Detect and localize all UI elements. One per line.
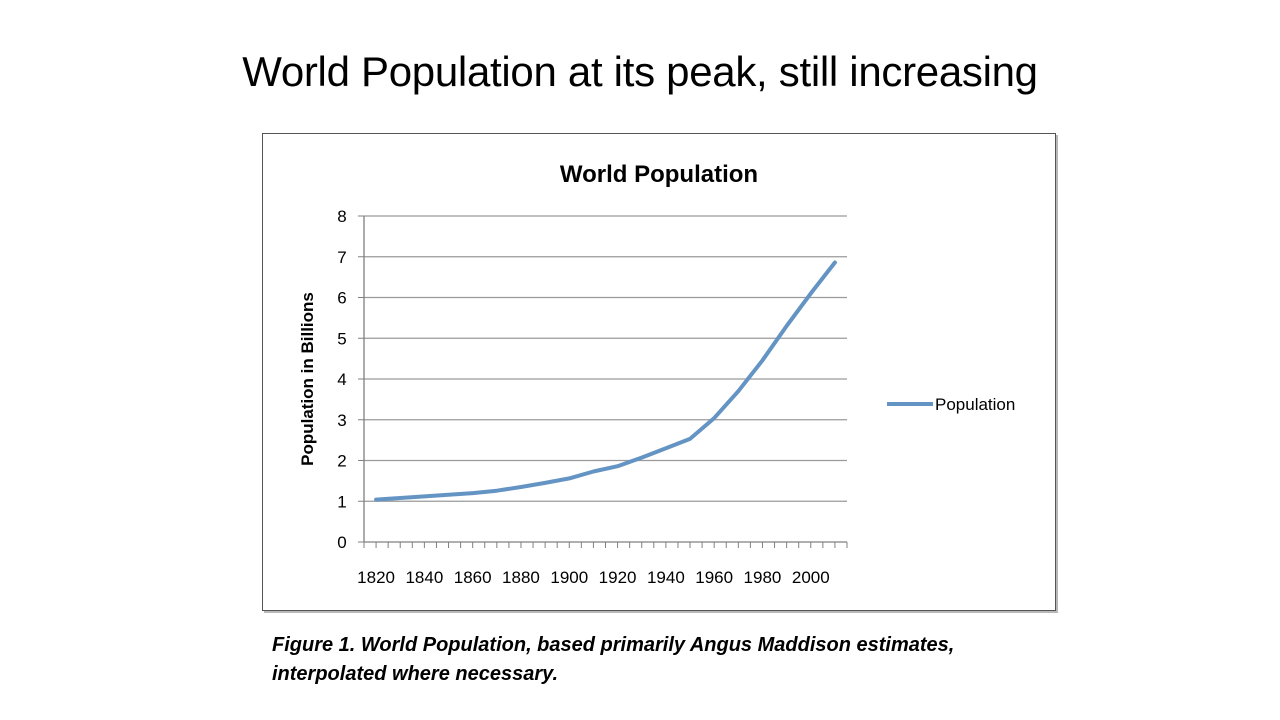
x-tick-label-1920: 1920 [599, 568, 637, 587]
data-point-1960 [712, 416, 716, 420]
data-point-1890 [543, 481, 547, 485]
series-line-population [374, 260, 837, 502]
data-point-2000 [809, 292, 812, 295]
data-point-1860 [471, 491, 474, 495]
y-tick-label-3: 3 [337, 411, 346, 430]
data-point-1850 [447, 493, 450, 496]
data-point-2010 [833, 261, 837, 264]
y-tick-label-6: 6 [337, 289, 346, 308]
data-point-1990 [785, 324, 788, 328]
caption-line-1: Figure 1. World Population, based primar… [272, 634, 955, 656]
y-tick-label-0: 0 [337, 533, 346, 552]
data-point-1830 [399, 496, 402, 500]
data-point-1950 [688, 437, 692, 441]
y-tick-label-8: 8 [337, 207, 346, 226]
population-line-chart: World Population Population in Billions … [298, 161, 1015, 587]
data-point-1940 [664, 447, 668, 450]
x-tick-label-1880: 1880 [502, 568, 540, 587]
x-tick-label-1840: 1840 [405, 568, 443, 587]
data-point-1970 [737, 390, 740, 393]
x-tick-label-1960: 1960 [695, 568, 733, 587]
data-point-1910 [592, 470, 595, 473]
slide-title: World Population at its peak, still incr… [242, 48, 1038, 95]
y-tick-label-2: 2 [337, 452, 346, 471]
legend-label-0: Population [935, 395, 1015, 414]
data-point-1820 [374, 498, 378, 501]
chart-title: World Population [560, 161, 758, 188]
y-tick-label-5: 5 [337, 329, 346, 348]
y-tick-label-4: 4 [337, 370, 346, 389]
data-point-1930 [640, 456, 643, 459]
data-point-1900 [568, 477, 571, 480]
data-point-1870 [495, 489, 499, 492]
x-tick-label-1980: 1980 [744, 568, 782, 587]
x-tick-label-1860: 1860 [454, 568, 492, 587]
chart-frame: World Population Population in Billions … [262, 133, 1056, 611]
data-point-1840 [423, 495, 426, 498]
x-tick-label-1820: 1820 [357, 568, 395, 587]
caption-line-2: interpolated where necessary. [272, 663, 559, 685]
data-point-1920 [616, 465, 619, 468]
x-tick-label-1900: 1900 [550, 568, 588, 587]
data-point-1980 [761, 359, 764, 362]
x-tick-label-1940: 1940 [647, 568, 685, 587]
figure-caption: Figure 1. World Population, based primar… [272, 631, 1032, 689]
x-tick-label-2000: 2000 [792, 568, 830, 587]
y-tick-label-1: 1 [337, 492, 346, 511]
data-point-1880 [519, 485, 523, 489]
y-tick-label-7: 7 [337, 248, 346, 267]
y-axis-label: Population in Billions [298, 292, 317, 466]
